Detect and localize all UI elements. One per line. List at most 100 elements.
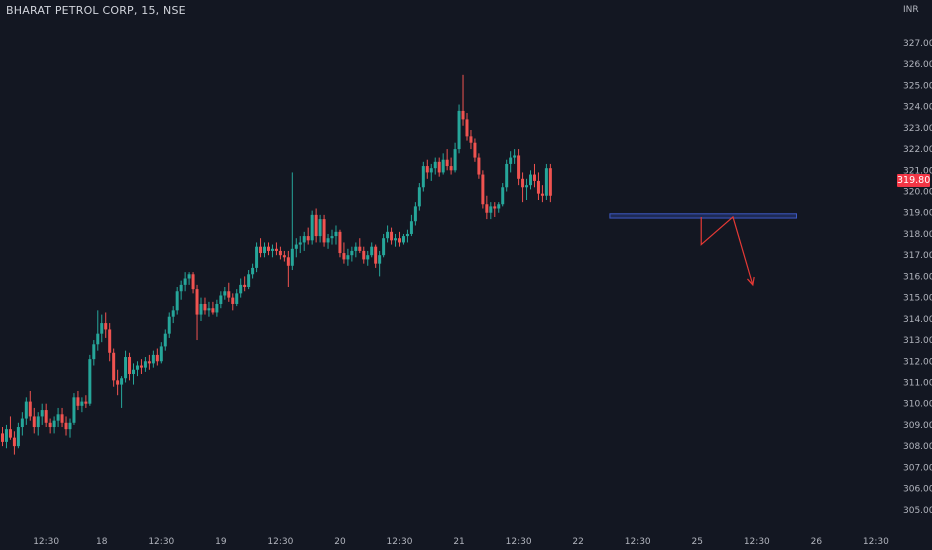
candle-body — [215, 303, 219, 313]
candle-body — [449, 166, 453, 171]
candle-body — [116, 380, 120, 385]
candle — [28, 390, 32, 421]
candle-body — [36, 416, 40, 428]
candle-body — [461, 110, 465, 120]
candle-body — [370, 246, 374, 256]
candle — [473, 138, 477, 162]
candle — [135, 361, 139, 377]
candle — [302, 231, 306, 251]
candle-body — [453, 149, 457, 171]
candle-body — [259, 246, 263, 254]
candle — [405, 229, 409, 243]
candle-body — [159, 346, 163, 362]
candle — [215, 299, 219, 317]
candle-body — [72, 397, 76, 423]
candle-body — [16, 427, 20, 447]
candle — [92, 340, 96, 366]
candle — [362, 246, 366, 264]
candle — [278, 246, 282, 260]
candle-body — [513, 155, 517, 158]
candle-body — [318, 219, 322, 237]
candle-body — [362, 250, 366, 260]
candle-body — [286, 257, 290, 266]
candle-body — [96, 333, 100, 345]
candle — [306, 227, 310, 245]
price-tick-label: 324.00 — [903, 103, 932, 113]
candle-body — [342, 253, 346, 260]
candle — [366, 250, 370, 266]
candle — [72, 393, 76, 425]
candle-body — [505, 163, 509, 188]
candle — [20, 412, 24, 436]
candle-body — [437, 161, 441, 173]
candle — [457, 104, 461, 154]
candle-body — [235, 293, 239, 304]
candle-body — [266, 246, 270, 251]
symbol-title: BHARAT PETROL CORP, 15, NSE — [6, 4, 186, 17]
candle-body — [540, 193, 544, 196]
candle — [139, 359, 143, 374]
candle-body — [441, 159, 445, 173]
support-zone-rectangle — [609, 213, 797, 219]
candle — [1, 427, 4, 447]
candle — [259, 238, 263, 258]
candle — [56, 407, 60, 428]
candle — [441, 153, 445, 175]
candle-body — [270, 248, 274, 251]
price-tick-label: 315.00 — [903, 294, 932, 304]
candle — [497, 202, 501, 213]
candle — [517, 149, 521, 186]
candle-body — [346, 255, 350, 260]
candle — [270, 244, 274, 258]
candle — [155, 348, 159, 366]
candle-body — [120, 378, 124, 385]
candle-body — [298, 242, 302, 245]
candle — [88, 354, 92, 406]
candle-body — [175, 291, 179, 311]
candle-body — [544, 168, 548, 196]
candle — [227, 282, 231, 302]
candle-body — [378, 255, 382, 264]
candle — [286, 250, 290, 287]
candle — [100, 314, 104, 343]
candle-body — [24, 401, 28, 419]
candle-body — [358, 246, 362, 251]
price-tick-label: 307.00 — [903, 463, 932, 473]
candle-body — [497, 204, 501, 209]
candle-body — [143, 361, 147, 368]
price-axis[interactable]: INR 305.00 306.00 307.00 308.00 309.00 310.00 3… — [903, 5, 932, 516]
candle — [112, 348, 116, 387]
candle-body — [473, 142, 477, 158]
candle — [370, 242, 374, 258]
currency-label: INR — [903, 5, 919, 15]
candle — [374, 244, 378, 268]
candle-body — [310, 214, 314, 241]
candle-body — [219, 295, 223, 304]
candle-body — [151, 354, 155, 364]
candle — [104, 312, 108, 338]
candle — [24, 397, 28, 425]
candle-body — [405, 233, 409, 237]
projection-path — [700, 215, 754, 286]
candle — [239, 278, 243, 298]
candle — [401, 233, 405, 245]
price-tick-label: 305.00 — [903, 506, 932, 516]
candle — [505, 159, 509, 192]
price-tick-label: 319.00 — [903, 209, 932, 219]
candle — [358, 238, 362, 254]
candle — [513, 149, 517, 164]
candle-body — [322, 219, 326, 243]
candle — [12, 431, 16, 455]
candle — [437, 157, 441, 177]
candle — [60, 407, 64, 428]
time-tick-label: 19 — [215, 537, 227, 547]
time-axis[interactable]: 12:30 18 12:30 19 12:30 20 12:30 21 12:30 22 12:30… — [33, 537, 889, 547]
candle — [453, 142, 457, 173]
candle-body — [334, 231, 338, 237]
candle — [532, 163, 536, 188]
candle — [4, 424, 8, 449]
price-tick-label: 320.00 — [903, 188, 932, 198]
candle — [84, 395, 88, 408]
candle-body — [477, 157, 481, 175]
